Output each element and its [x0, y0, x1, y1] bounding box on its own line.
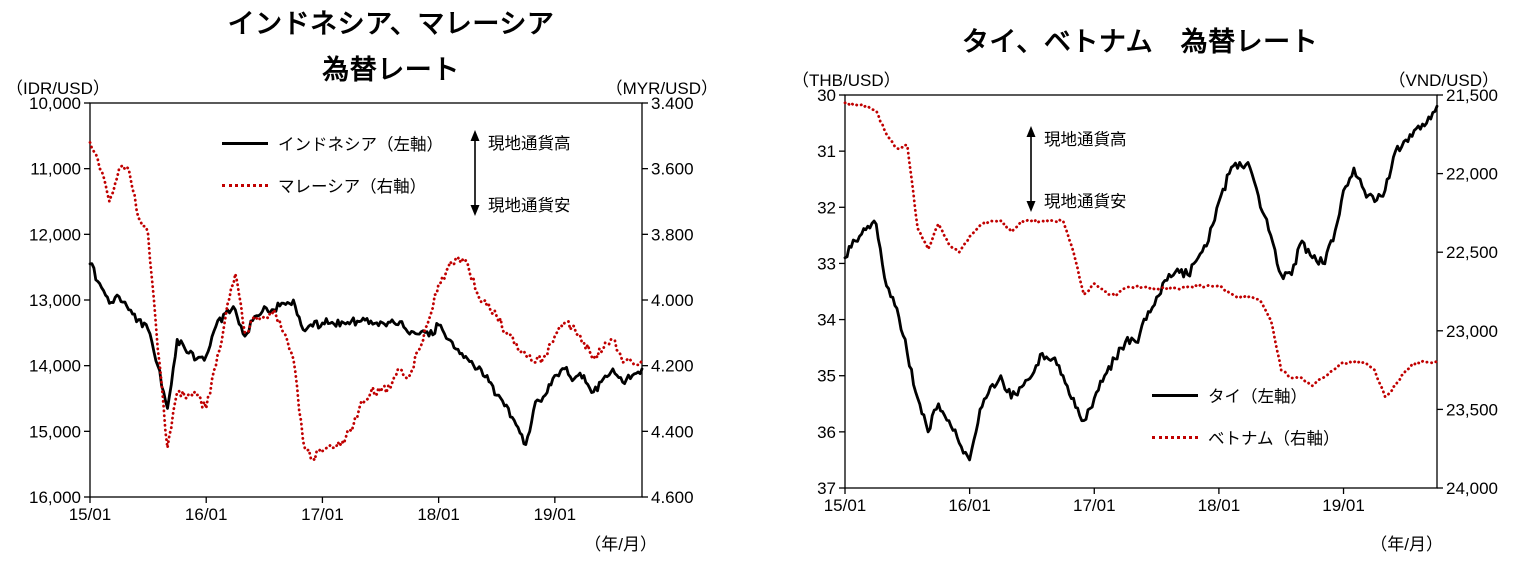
- solid-line-swatch-icon: [1152, 393, 1198, 397]
- legend-label: ベトナム（右軸）: [1208, 430, 1340, 448]
- svg-text:15/01: 15/01: [824, 496, 867, 515]
- currency-direction-annotation: 現地通貨高 現地通貨安: [468, 130, 571, 216]
- svg-text:4.200: 4.200: [651, 357, 694, 376]
- legend-label: マレーシア（右軸）: [278, 178, 427, 196]
- chart-plot-canvas: 10,000 11,000 12,000 13,000 14,000 15,000 16,0…: [29, 94, 694, 524]
- svg-text:3.800: 3.800: [651, 225, 694, 244]
- svg-text:22,500: 22,500: [1446, 243, 1498, 262]
- svg-text:19/01: 19/01: [1322, 496, 1365, 515]
- chart-title: タイ、ベトナム 為替レート: [961, 27, 1319, 57]
- chart-title: インドネシア、マレーシア 為替レート: [227, 9, 555, 85]
- svg-text:4.400: 4.400: [651, 422, 694, 441]
- svg-text:14,000: 14,000: [29, 357, 81, 376]
- legend: インドネシア（左軸） マレーシア（右軸）: [222, 134, 443, 196]
- x-axis-unit-label: （年/月）: [1370, 535, 1443, 554]
- legend-item: インドネシア（左軸）: [222, 134, 443, 154]
- annotation-labels: 現地通貨高 現地通貨安: [488, 130, 571, 216]
- svg-text:19/01: 19/01: [534, 505, 577, 524]
- legend-item: マレーシア（右軸）: [222, 176, 443, 196]
- left-axis-unit-label: （THB/USD）: [792, 71, 901, 90]
- svg-text:18/01: 18/01: [1198, 496, 1241, 515]
- svg-text:4.000: 4.000: [651, 291, 694, 310]
- svg-text:3.400: 3.400: [651, 94, 694, 113]
- svg-text:17/01: 17/01: [1073, 496, 1116, 515]
- currency-depreciation-label: 現地通貨安: [488, 197, 571, 215]
- currency-appreciation-label: 現地通貨高: [1044, 131, 1127, 149]
- svg-text:33: 33: [817, 254, 836, 273]
- up-down-arrow-icon: [1026, 126, 1036, 212]
- svg-text:30: 30: [817, 86, 836, 105]
- svg-text:23,500: 23,500: [1446, 400, 1498, 419]
- svg-text:15,000: 15,000: [29, 422, 81, 441]
- svg-text:16/01: 16/01: [185, 505, 228, 524]
- thailand-vietnam-chart: タイ、ベトナム 為替レート （THB/USD） （VND/USD） 30 31 32…: [782, 0, 1539, 563]
- legend-label: タイ（左軸）: [1208, 388, 1307, 406]
- svg-text:34: 34: [817, 311, 836, 330]
- svg-text:22,000: 22,000: [1446, 165, 1498, 184]
- legend-label: インドネシア（左軸）: [278, 136, 443, 154]
- svg-text:36: 36: [817, 423, 836, 442]
- dotted-line-swatch-icon: [222, 183, 268, 187]
- left-axis-unit-label: （IDR/USD）: [6, 79, 110, 98]
- svg-text:16/01: 16/01: [948, 496, 991, 515]
- svg-text:23,000: 23,000: [1446, 322, 1498, 341]
- svg-text:15/01: 15/01: [69, 505, 112, 524]
- dotted-line-swatch-icon: [1152, 435, 1198, 439]
- currency-depreciation-label: 現地通貨安: [1044, 193, 1127, 211]
- svg-text:24,000: 24,000: [1446, 479, 1498, 498]
- svg-text:21,500: 21,500: [1446, 86, 1498, 105]
- up-down-arrow-icon: [470, 130, 480, 216]
- indonesia-malaysia-chart: インドネシア、マレーシア 為替レート （IDR/USD） （MYR/USD） 1…: [0, 0, 745, 563]
- currency-direction-annotation: 現地通貨高 現地通貨安: [1024, 126, 1127, 212]
- solid-line-swatch-icon: [222, 141, 268, 145]
- svg-text:35: 35: [817, 367, 836, 386]
- svg-text:17/01: 17/01: [301, 505, 344, 524]
- right-axis-unit-label: （MYR/USD）: [605, 79, 718, 98]
- svg-text:18/01: 18/01: [417, 505, 460, 524]
- svg-text:12,000: 12,000: [29, 225, 81, 244]
- chart-plot-canvas: 30 31 32 33 34 35 36 37 21,500 22,000 22,500 23,000…: [817, 86, 1498, 515]
- svg-text:31: 31: [817, 142, 836, 161]
- svg-text:32: 32: [817, 198, 836, 217]
- svg-text:4.600: 4.600: [651, 488, 694, 507]
- svg-text:10,000: 10,000: [29, 94, 81, 113]
- legend-item: タイ（左軸）: [1152, 386, 1340, 406]
- svg-text:13,000: 13,000: [29, 291, 81, 310]
- legend-item: ベトナム（右軸）: [1152, 428, 1340, 448]
- x-axis-unit-label: （年/月）: [584, 535, 657, 554]
- svg-text:3.600: 3.600: [651, 160, 694, 179]
- svg-text:11,000: 11,000: [30, 160, 81, 179]
- right-axis-unit-label: （VND/USD）: [1388, 71, 1499, 90]
- annotation-labels: 現地通貨高 現地通貨安: [1044, 126, 1127, 212]
- svg-text:16,000: 16,000: [29, 488, 81, 507]
- legend: タイ（左軸） ベトナム（右軸）: [1152, 386, 1340, 448]
- currency-appreciation-label: 現地通貨高: [488, 135, 571, 153]
- svg-text:37: 37: [817, 479, 836, 498]
